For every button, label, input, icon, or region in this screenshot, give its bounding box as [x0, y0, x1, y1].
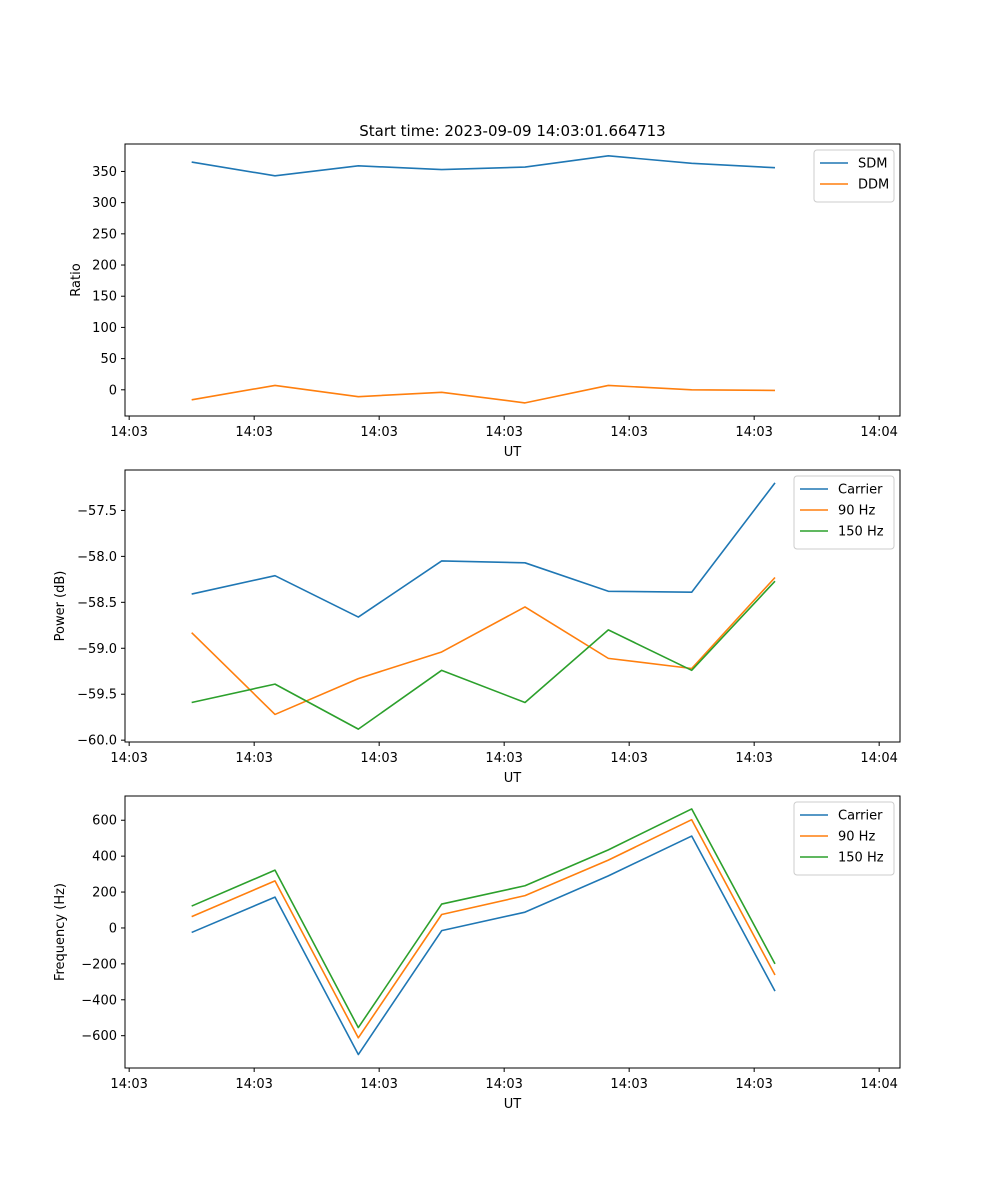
ratio-x-tick-label: 14:03 — [735, 425, 772, 440]
ratio-x-tick-label: 14:04 — [860, 425, 897, 440]
frequency-plot-area — [124, 795, 901, 1069]
power-legend-label-carrier: Carrier — [838, 483, 883, 498]
ratio-plot-area — [124, 143, 901, 417]
frequency-y-tick-label: 200 — [92, 886, 117, 901]
power-x-tick-label: 14:03 — [360, 751, 397, 766]
ratio-y-tick-label: 350 — [92, 165, 117, 180]
power-y-tick-label: −59.5 — [77, 688, 117, 703]
ratio-y-tick-label: 250 — [92, 227, 117, 242]
frequency-panel: 14:03 14:03 14:03 14:03 14:03 14:03 14:04 −600 −… — [53, 795, 901, 1112]
power-x-axis-label: UT — [504, 771, 522, 786]
ratio-series-line-ddm — [191, 384, 776, 404]
ratio-legend-label-ddm: DDM — [858, 178, 889, 193]
ratio-y-axis-label: Ratio — [69, 263, 84, 296]
ratio-x-tick-label: 14:03 — [610, 425, 647, 440]
frequency-legend-label-carrier: Carrier — [838, 809, 883, 824]
ratio-legend-label-sdm: SDM — [858, 157, 887, 172]
frequency-series-line-150-hz — [191, 808, 776, 1029]
frequency-x-tick-label: 14:03 — [735, 1077, 772, 1092]
power-x-tick-label: 14:03 — [610, 751, 647, 766]
power-y-tick-label: −59.0 — [77, 642, 117, 657]
ratio-series-line-sdm — [191, 155, 776, 177]
power-series-line-90-hz — [191, 576, 776, 716]
power-x-tick-label: 14:03 — [735, 751, 772, 766]
frequency-x-tick-label: 14:03 — [360, 1077, 397, 1092]
frequency-legend-label-90-hz: 90 Hz — [838, 830, 875, 845]
power-y-tick-label: −58.0 — [77, 550, 117, 565]
power-legend-label-150-hz: 150 Hz — [838, 525, 884, 540]
frequency-y-tick-label: −400 — [81, 993, 117, 1008]
ratio-x-tick-label: 14:03 — [485, 425, 522, 440]
ratio-y-tick-label: 0 — [109, 383, 117, 398]
power-series-line-carrier — [191, 482, 776, 618]
ratio-y-tick-label: 150 — [92, 290, 117, 305]
power-y-tick-label: −58.5 — [77, 596, 117, 611]
power-x-tick-label: 14:03 — [485, 751, 522, 766]
power-y-axis-label: Power (dB) — [53, 571, 68, 642]
ratio-x-axis-label: UT — [504, 445, 522, 460]
power-plot-area — [124, 469, 901, 743]
frequency-y-tick-label: −600 — [81, 1029, 117, 1044]
power-legend-label-90-hz: 90 Hz — [838, 504, 875, 519]
ratio-x-tick-label: 14:03 — [235, 425, 272, 440]
frequency-y-tick-label: 0 — [109, 921, 117, 936]
frequency-x-axis-label: UT — [504, 1097, 522, 1112]
ratio-x-tick-label: 14:03 — [360, 425, 397, 440]
power-x-tick-label: 14:04 — [860, 751, 897, 766]
ratio-y-tick-label: 200 — [92, 259, 117, 274]
frequency-x-tick-label: 14:03 — [110, 1077, 147, 1092]
power-x-tick-label: 14:03 — [235, 751, 272, 766]
figure-title: Start time: 2023-09-09 14:03:01.664713 — [359, 122, 665, 140]
power-x-tick-label: 14:03 — [110, 751, 147, 766]
frequency-y-tick-label: 400 — [92, 850, 117, 865]
frequency-x-tick-label: 14:03 — [485, 1077, 522, 1092]
ratio-y-tick-label: 300 — [92, 196, 117, 211]
frequency-series-line-90-hz — [191, 818, 776, 1039]
frequency-x-tick-label: 14:03 — [610, 1077, 647, 1092]
ratio-y-tick-label: 50 — [100, 352, 117, 367]
frequency-y-axis-label: Frequency (Hz) — [53, 883, 68, 981]
power-y-tick-label: −60.0 — [77, 734, 117, 749]
ratio-x-tick-label: 14:03 — [110, 425, 147, 440]
power-y-tick-label: −57.5 — [77, 504, 117, 519]
frequency-series-line-carrier — [191, 835, 776, 1056]
frequency-legend-label-150-hz: 150 Hz — [838, 851, 884, 866]
frequency-y-tick-label: −200 — [81, 957, 117, 972]
frequency-x-tick-label: 14:03 — [235, 1077, 272, 1092]
ratio-y-tick-label: 100 — [92, 321, 117, 336]
power-panel: 14:03 14:03 14:03 14:03 14:03 14:03 14:04 −60.0… — [53, 469, 901, 786]
ratio-panel: 14:03 14:03 14:03 14:03 14:03 14:03 14:04 0 50 10… — [69, 143, 901, 460]
frequency-y-tick-label: 600 — [92, 814, 117, 829]
frequency-x-tick-label: 14:04 — [860, 1077, 897, 1092]
power-series-line-150-hz — [191, 580, 776, 730]
